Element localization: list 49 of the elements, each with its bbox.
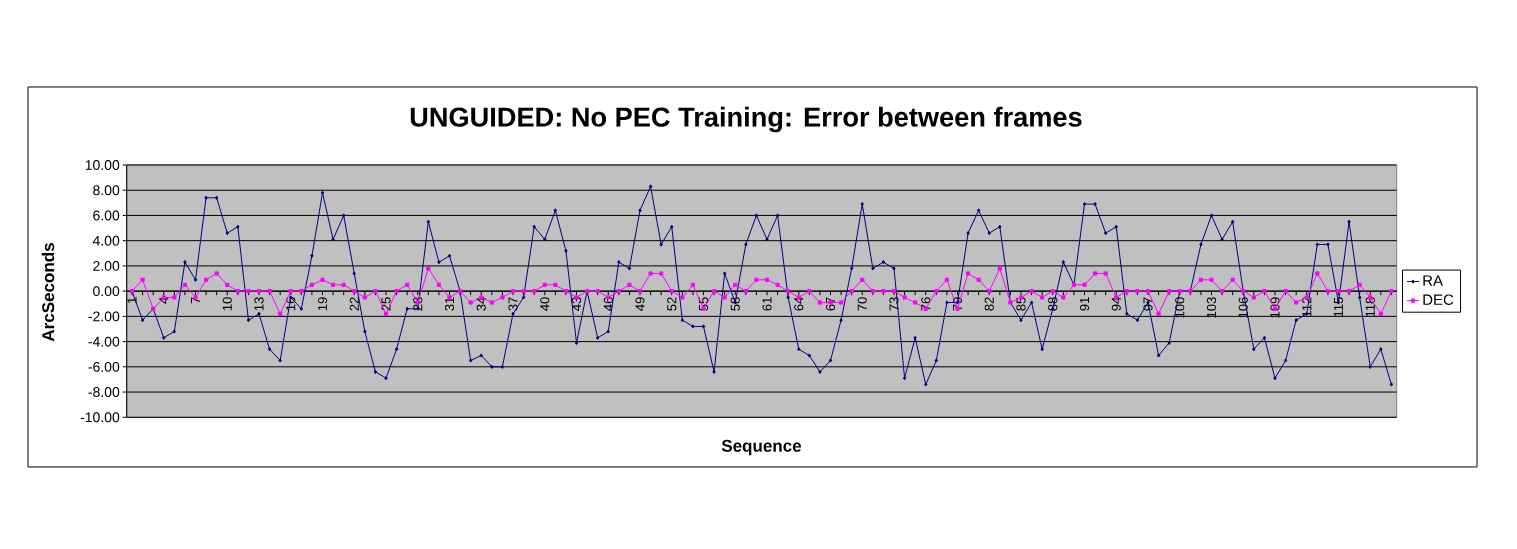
x-tick-label: 31 — [444, 297, 455, 311]
y-tick-label: 4.00 — [92, 235, 120, 246]
x-tick-label: 37 — [508, 297, 518, 311]
y-axis-title: ArcSeconds — [41, 243, 55, 342]
x-tick-label: 28 — [413, 297, 423, 311]
y-tick-label: 10.00 — [85, 160, 120, 170]
x-tick-label: 49 — [635, 297, 645, 311]
x-tick-label: 115 — [1333, 297, 1344, 317]
x-tick-label: 46 — [603, 297, 613, 311]
x-tick-label: 88 — [1048, 297, 1058, 311]
x-tick-label: 7 — [191, 297, 200, 304]
x-tick-label: 73 — [889, 297, 899, 311]
chart-title: UNGUIDED: No PEC Training: Error between frames — [410, 106, 1082, 133]
x-tick-label: 94 — [1111, 297, 1121, 311]
x-tick-label: 52 — [667, 297, 677, 311]
y-tick-label: 8.00 — [93, 185, 120, 196]
legend-label: RA — [1423, 275, 1443, 286]
x-tick-label: 91 — [1079, 297, 1090, 311]
y-tick-label: 6.00 — [93, 210, 120, 221]
x-tick-label: 40 — [540, 297, 550, 311]
legend-label: DEC — [1423, 294, 1454, 306]
y-tick-label: 2.00 — [93, 260, 120, 271]
y-tick-label: -4.00 — [88, 336, 120, 347]
y-tick-label: -6.00 — [88, 361, 120, 372]
x-tick-label: 64 — [794, 297, 804, 311]
x-tick-label: 22 — [349, 297, 359, 311]
x-tick-label: 70 — [857, 297, 867, 311]
x-tick-label: 106 — [1238, 297, 1248, 318]
x-tick-label: 76 — [921, 297, 931, 311]
x-tick-label: 97 — [1143, 297, 1153, 311]
x-tick-label: 67 — [825, 297, 836, 311]
x-tick-label: 43 — [571, 297, 582, 311]
x-tick-label: 82 — [984, 297, 994, 311]
x-axis-title: Sequence — [721, 439, 802, 456]
y-tick-label: 0.00 — [93, 286, 120, 297]
x-tick-label: 13 — [254, 297, 264, 311]
x-tick-label: 58 — [730, 297, 740, 311]
x-tick-label: 61 — [762, 297, 772, 311]
x-tick-label: 1 — [127, 297, 137, 303]
y-tick-label: -10.00 — [80, 412, 120, 423]
x-tick-label: 16 — [286, 297, 296, 311]
y-tick-label: -8.00 — [88, 387, 120, 398]
x-tick-label: 10 — [222, 297, 232, 311]
x-tick-label: 19 — [317, 297, 328, 311]
x-tick-label: 103 — [1206, 297, 1217, 318]
x-tick-label: 100 — [1175, 297, 1185, 318]
y-tick-label: -2.00 — [88, 311, 120, 322]
x-tick-label: 25 — [381, 297, 391, 311]
x-tick-label: 109 — [1270, 297, 1280, 318]
